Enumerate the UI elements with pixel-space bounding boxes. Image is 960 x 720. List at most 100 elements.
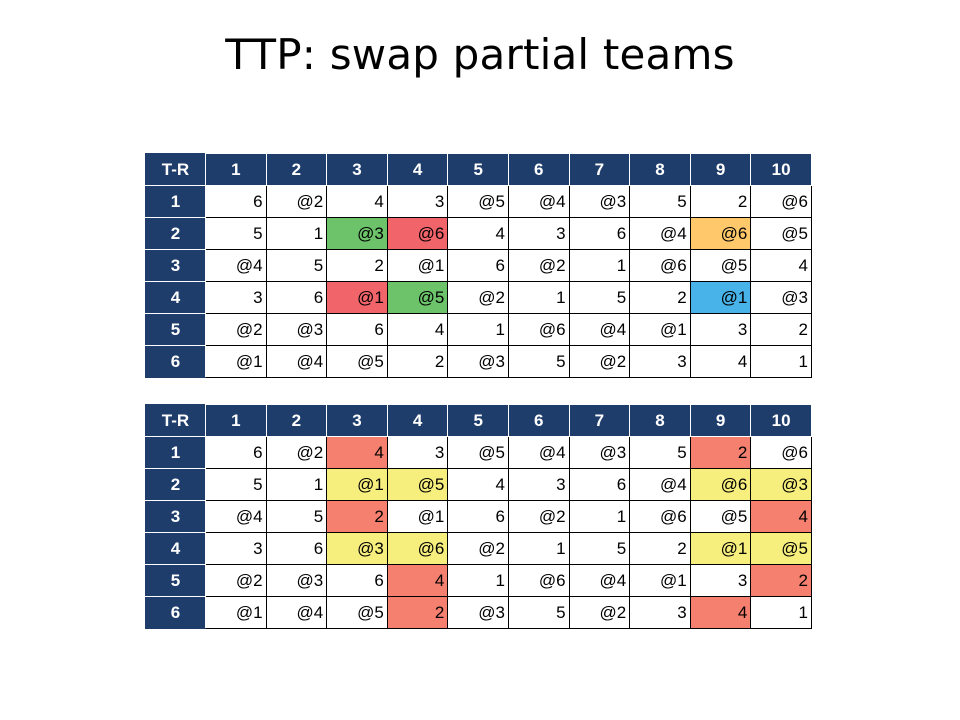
schedule-cell: 3 — [205, 532, 267, 565]
schedule-cell: 2 — [689, 436, 752, 469]
schedule-cell: @1 — [386, 249, 449, 282]
schedule-cell: 5 — [205, 468, 267, 501]
schedule-cell: @5 — [326, 345, 388, 378]
schedule-cell: 1 — [568, 249, 631, 282]
round-header: 8 — [629, 153, 691, 186]
table-row: 5 @2 @3 6 4 1 @6 @4 @1 3 2 — [145, 313, 812, 346]
schedule-cell: @4 — [629, 217, 691, 250]
schedule-cell: 3 — [507, 217, 570, 250]
schedule-cell: @3 — [326, 532, 388, 565]
round-header: 6 — [507, 404, 570, 437]
schedule-cell: 2 — [750, 564, 812, 597]
schedule-cell: @1 — [689, 532, 752, 565]
schedule-cell: @1 — [205, 596, 267, 629]
schedule-cell: 1 — [750, 596, 812, 629]
schedule-cell: @4 — [507, 436, 570, 469]
schedule-cell: 6 — [205, 185, 267, 218]
schedule-cell: 3 — [386, 436, 449, 469]
round-header: 10 — [750, 404, 812, 437]
schedule-cell: @6 — [507, 313, 570, 346]
schedule-cell: @2 — [507, 500, 570, 533]
table-row: 3 @4 5 2 @1 6 @2 1 @6 @5 4 — [145, 500, 812, 533]
schedule-cell: 6 — [265, 281, 328, 314]
schedule-cell: 5 — [265, 500, 328, 533]
schedule-cell: 1 — [507, 281, 570, 314]
team-label: 3 — [145, 249, 206, 282]
schedule-cell: @3 — [326, 217, 388, 250]
round-header: 1 — [205, 404, 267, 437]
schedule-cell: 1 — [265, 217, 328, 250]
schedule-cell: @6 — [386, 532, 449, 565]
team-label: 3 — [145, 500, 206, 533]
table-row: 5 @2 @3 6 4 1 @6 @4 @1 3 2 — [145, 564, 812, 597]
header-row: T-R 1 2 3 4 5 6 7 8 9 10 — [145, 153, 812, 186]
schedule-cell: 1 — [447, 564, 509, 597]
round-header: 9 — [689, 153, 752, 186]
corner-header: T-R — [145, 404, 206, 437]
schedule-cell: 4 — [689, 345, 752, 378]
schedule-cell: @3 — [447, 345, 509, 378]
schedule-cell: @2 — [265, 185, 328, 218]
schedule-cell: @5 — [447, 185, 509, 218]
schedule-table-swapped: T-R 1 2 3 4 5 6 7 8 9 10 1 6 @2 4 3 @5 @4 @3 5 2 @6 2 5 1 @1 @5 4 3 6… — [145, 404, 812, 629]
round-header: 7 — [568, 153, 631, 186]
schedule-table-original: T-R 1 2 3 4 5 6 7 8 9 10 1 6 @2 4 3 @5 @4 @3 5 2 @6 2 5 1 @3 @6 4 3 6… — [145, 153, 812, 378]
schedule-cell: 4 — [447, 468, 509, 501]
schedule-cell: 4 — [386, 313, 449, 346]
schedule-cell: @1 — [629, 313, 691, 346]
round-header: 10 — [750, 153, 812, 186]
schedule-cell: 5 — [205, 217, 267, 250]
schedule-cell: @3 — [750, 468, 812, 501]
schedule-cell: @3 — [750, 281, 812, 314]
schedule-cell: 3 — [629, 596, 691, 629]
schedule-cell: 6 — [568, 468, 631, 501]
round-header: 6 — [507, 153, 570, 186]
schedule-cell: 3 — [507, 468, 570, 501]
schedule-cell: 3 — [629, 345, 691, 378]
schedule-cell: 4 — [750, 500, 812, 533]
schedule-cell: @6 — [629, 249, 691, 282]
schedule-cell: 3 — [205, 281, 267, 314]
round-header: 7 — [568, 404, 631, 437]
schedule-cell: 6 — [326, 313, 388, 346]
schedule-cell: @1 — [205, 345, 267, 378]
schedule-cell: @3 — [568, 185, 631, 218]
header-row: T-R 1 2 3 4 5 6 7 8 9 10 — [145, 404, 812, 437]
schedule-cell: 1 — [568, 500, 631, 533]
schedule-cell: @5 — [689, 500, 752, 533]
team-label: 5 — [145, 564, 206, 597]
table-row: 2 5 1 @3 @6 4 3 6 @4 @6 @5 — [145, 217, 812, 250]
schedule-cell: 5 — [568, 281, 631, 314]
team-label: 4 — [145, 532, 206, 565]
schedule-cell: @1 — [629, 564, 691, 597]
schedule-cell: 1 — [507, 532, 570, 565]
schedule-cell: @4 — [507, 185, 570, 218]
schedule-cell: 4 — [326, 436, 388, 469]
team-label: 5 — [145, 313, 206, 346]
schedule-cell: @4 — [568, 564, 631, 597]
schedule-cell: @1 — [386, 500, 449, 533]
schedule-cell: 3 — [689, 564, 752, 597]
schedule-cell: @5 — [750, 532, 812, 565]
round-header: 9 — [689, 404, 752, 437]
round-header: 3 — [326, 153, 388, 186]
slide-title: TTP: swap partial teams — [225, 30, 735, 79]
schedule-cell: 2 — [326, 249, 388, 282]
schedule-cell: 1 — [265, 468, 328, 501]
table-row: 4 3 6 @1 @5 @2 1 5 2 @1 @3 — [145, 281, 812, 314]
schedule-cell: 4 — [447, 217, 509, 250]
schedule-cell: @5 — [750, 217, 812, 250]
schedule-cell: 6 — [447, 500, 509, 533]
schedule-cell: 2 — [386, 596, 449, 629]
schedule-cell: @6 — [689, 468, 752, 501]
schedule-cell: @4 — [205, 249, 267, 282]
team-label: 6 — [145, 596, 206, 629]
round-header: 3 — [326, 404, 388, 437]
schedule-cell: @4 — [205, 500, 267, 533]
schedule-cell: 6 — [447, 249, 509, 282]
schedule-cell: 2 — [689, 185, 752, 218]
schedule-cell: @2 — [507, 249, 570, 282]
schedule-cell: 5 — [629, 185, 691, 218]
table-row: 1 6 @2 4 3 @5 @4 @3 5 2 @6 — [145, 436, 812, 469]
round-header: 8 — [629, 404, 691, 437]
